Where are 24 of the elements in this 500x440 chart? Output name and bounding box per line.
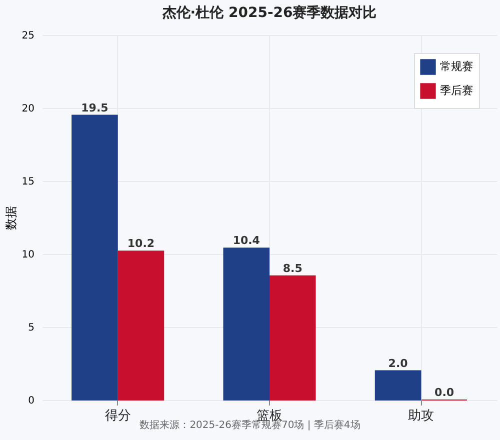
bar	[223, 248, 270, 400]
y-tick-label: 25	[22, 30, 34, 42]
bar	[118, 250, 164, 400]
data-label: 10.4	[232, 234, 260, 248]
bar	[374, 370, 422, 400]
data-label: 10.2	[127, 237, 155, 250]
data-label: 19.5	[81, 101, 108, 114]
y-tick-label: 20	[22, 104, 34, 114]
bar	[269, 275, 316, 400]
y-axis-title: 数据	[4, 206, 18, 230]
bar	[72, 114, 118, 400]
source-note: 数据来源：2025-26赛季常规赛70场 | 季后赛4场	[140, 420, 360, 431]
y-tick-label: 5	[28, 322, 34, 334]
y-tick-label: 15	[22, 176, 34, 188]
data-label: 0.0	[434, 386, 454, 399]
legend-label: 常规赛	[440, 60, 473, 73]
y-tick-label: 0	[28, 396, 34, 406]
legend-label: 季后赛	[440, 84, 473, 97]
data-label: 2.0	[388, 356, 408, 370]
chart-title: 杰伦·杜伦 2025-26赛季数据对比	[161, 4, 377, 21]
x-tick-label: 得分	[104, 408, 131, 424]
data-label: 8.5	[282, 262, 302, 275]
y-tick-label: 10	[22, 250, 34, 260]
x-tick-label: 助攻	[408, 408, 434, 424]
